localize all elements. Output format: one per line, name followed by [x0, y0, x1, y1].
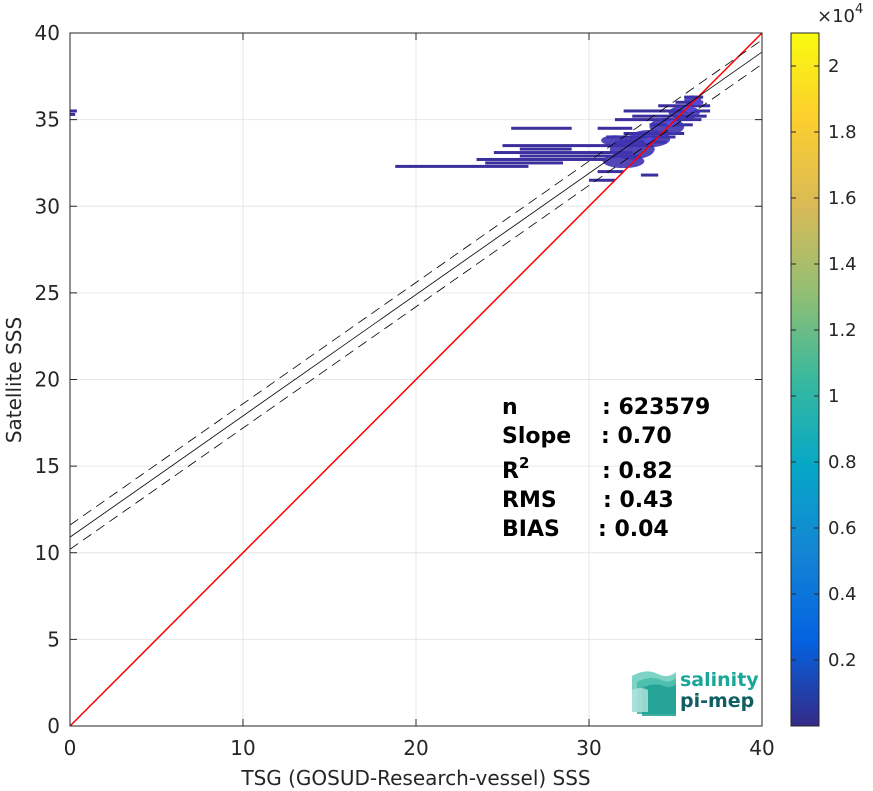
- colorbar-tick-label: 0.2: [828, 650, 857, 671]
- fit-line: [70, 51, 762, 538]
- colorbar-tick-label: 1.8: [828, 122, 857, 143]
- density-segment: [623, 109, 711, 113]
- stat-bias-value: : 0.04: [598, 517, 669, 542]
- fit-band-upper: [70, 39, 762, 526]
- density-segment: [519, 147, 572, 151]
- stat-n-label: n: [502, 395, 518, 420]
- colorbar-exponent-base: ×10: [817, 6, 855, 27]
- y-tick-label: 5: [47, 627, 60, 651]
- fit-band-lower: [70, 63, 762, 550]
- density-segment: [640, 173, 659, 177]
- logo-text-salinity: salinity: [680, 669, 759, 691]
- stat-r2-superscript: 2: [519, 454, 529, 472]
- stat-bias-label: BIAS: [502, 517, 560, 542]
- stats-annotation: n : 623579 Slope : 0.70 R2 : 0.82 RMS : …: [502, 395, 710, 542]
- identity-line: [70, 33, 762, 726]
- y-tick-label: 10: [35, 541, 60, 565]
- logo-text-pi-mep: pi-mep: [680, 690, 754, 712]
- colorbar-exponent: ×104: [817, 2, 863, 27]
- stat-slope-label: Slope: [502, 424, 571, 449]
- colorbar-tick-label: 2: [828, 56, 839, 77]
- density-segment: [519, 154, 641, 158]
- y-axis-label: Satellite SSS: [2, 317, 26, 443]
- y-tick-label: 25: [35, 281, 60, 305]
- density-segment: [597, 126, 633, 130]
- stat-rms-value: : 0.43: [603, 488, 674, 513]
- stat-slope-value: : 0.70: [601, 424, 672, 449]
- colorbar-tick-label: 0.8: [828, 452, 857, 473]
- y-tick-label: 15: [35, 454, 60, 478]
- density-segment: [502, 144, 650, 148]
- x-tick-label: 30: [576, 736, 601, 760]
- colorbar-ticks: 0.2 0.4 0.6 0.8 1 1.2 1.4 1.6 1.8 2: [791, 56, 857, 671]
- density-segment: [395, 164, 529, 168]
- stat-r2-label: R2: [502, 454, 529, 484]
- density-segment: [485, 161, 564, 165]
- logo-waves-icon: [632, 671, 676, 716]
- density-segment: [70, 112, 76, 116]
- density-blob: [649, 117, 685, 136]
- y-tick-labels: 0 5 10 15 20 25 30 35 40: [35, 21, 60, 738]
- colorbar-tick-label: 1.6: [828, 188, 857, 209]
- colorbar-exponent-power: 4: [855, 2, 863, 17]
- colorbar-tick-label: 1: [828, 386, 839, 407]
- x-tick-label: 20: [403, 736, 428, 760]
- colorbar-tick-label: 0.6: [828, 518, 857, 539]
- x-tick-label: 10: [230, 736, 255, 760]
- salinity-pi-mep-logo: salinity pi-mep: [632, 669, 759, 716]
- density-segment: [632, 114, 707, 118]
- density-segment: [476, 157, 607, 161]
- x-tick-label: 40: [749, 736, 774, 760]
- stat-rms-label: RMS: [502, 488, 557, 513]
- density-blob: [601, 135, 629, 146]
- x-tick-label: 0: [64, 736, 77, 760]
- density-segment: [597, 170, 624, 174]
- x-axis-label: TSG (GOSUD-Research-vessel) SSS: [240, 766, 590, 790]
- regression-lines: [70, 33, 762, 726]
- y-tick-label: 20: [35, 368, 60, 392]
- y-tick-label: 30: [35, 194, 60, 218]
- colorbar-tick-label: 1.4: [828, 254, 857, 275]
- y-tick-label: 35: [35, 108, 60, 132]
- colorbar-tick-label: 1.2: [828, 320, 857, 341]
- density-segment: [589, 178, 615, 182]
- density-segment: [493, 151, 633, 155]
- x-tick-labels: 0 10 20 30 40: [64, 736, 775, 760]
- stat-r2-value: : 0.82: [602, 459, 673, 484]
- colorbar: [790, 32, 820, 727]
- density-segment: [70, 109, 77, 113]
- density-segment: [658, 104, 711, 108]
- colorbar-tick-label: 0.4: [828, 584, 857, 605]
- y-tick-label: 40: [35, 21, 60, 45]
- density-segment: [511, 126, 572, 130]
- y-tick-label: 0: [47, 714, 60, 738]
- stat-n-value: : 623579: [602, 395, 710, 420]
- stat-r2-letter: R: [502, 459, 519, 484]
- axis-ticks: [69, 32, 763, 727]
